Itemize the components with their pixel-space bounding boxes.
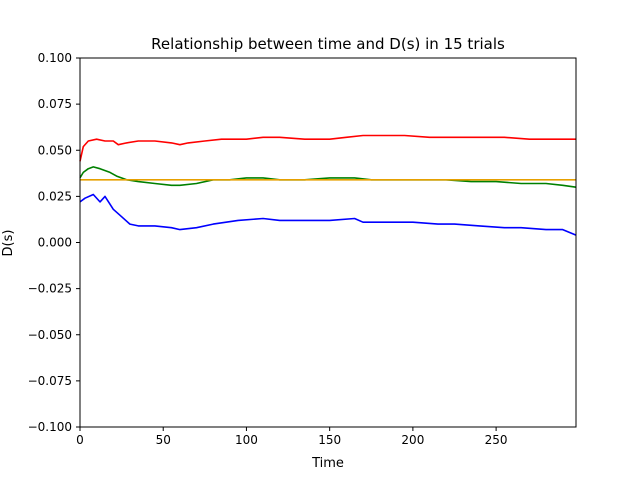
y-tick-label: 0.100 <box>38 51 72 65</box>
y-tick-label: −0.050 <box>28 328 72 342</box>
x-axis-ticks: 0 50 100 150 200 250 <box>76 427 508 447</box>
y-tick-label: 0.000 <box>38 236 72 250</box>
series-line-2 <box>79 166 577 188</box>
y-tick-label: 0.025 <box>38 189 72 203</box>
y-axis-label: D(s) <box>1 230 16 257</box>
x-tick-label: 50 <box>156 433 171 447</box>
series-line-1 <box>79 134 576 162</box>
x-tick-label: 0 <box>76 433 84 447</box>
x-tick-label: 200 <box>401 433 424 447</box>
y-tick-label: 0.050 <box>38 143 72 157</box>
series-line-3 <box>79 193 577 236</box>
chart-title: Relationship between time and D(s) in 15… <box>151 35 505 53</box>
y-tick-label: −0.025 <box>28 282 72 296</box>
y-tick-label: −0.100 <box>28 420 72 434</box>
y-tick-label: −0.075 <box>28 374 72 388</box>
x-tick-label: 150 <box>318 433 341 447</box>
series-layer <box>79 134 577 236</box>
x-axis-label: Time <box>311 456 344 471</box>
x-tick-label: 250 <box>485 433 508 447</box>
x-tick-label: 100 <box>235 433 258 447</box>
y-tick-label: 0.075 <box>38 97 72 111</box>
y-axis-ticks: −0.100 −0.075 −0.050 −0.025 0.000 0.025 0.050 0… <box>28 51 80 434</box>
